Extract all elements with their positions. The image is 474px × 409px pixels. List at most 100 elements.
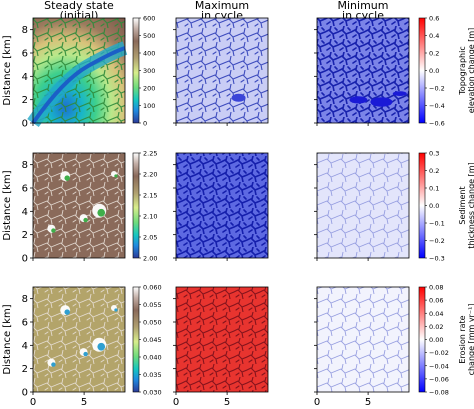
strong-lowering-patch — [370, 97, 393, 107]
colorbar-tick-label: 0 — [143, 120, 147, 128]
colorbar-tick-label: 2.10 — [143, 213, 157, 221]
panel-frame — [32, 286, 126, 393]
drainage-network-texture — [176, 287, 268, 392]
panel-frame — [175, 152, 269, 259]
drainage-network-texture — [317, 18, 409, 123]
colorbar-tick-label: −0.06 — [429, 375, 449, 383]
colorbar-tick-label: 0.040 — [143, 354, 162, 362]
x-tick-label: 5 — [365, 397, 371, 408]
colorbar-gradient — [418, 152, 426, 259]
colorbar-tick-label: −0.08 — [429, 389, 449, 397]
x-tick-label: 0 — [314, 397, 320, 408]
column-title-line1: Steady state — [44, 0, 114, 12]
colorbar-tick-label: −0.1 — [429, 220, 445, 228]
lowering-patch — [231, 93, 246, 102]
colorbar-tick-label: 0.02 — [429, 323, 443, 331]
colorbar-tick-label: 0.6 — [429, 15, 439, 23]
colorbar-tick-label: 0.06 — [429, 297, 443, 305]
y-axis-label: Distance [km] — [2, 170, 13, 240]
colorbar-tick-label: −0.2 — [429, 85, 445, 93]
colorbar-tick-label: 0.0 — [429, 67, 439, 75]
colorbar-label-line2: elevation change [m] — [467, 28, 474, 114]
heatmap-panel-r0-c2 — [314, 17, 410, 126]
colorbar-gradient — [132, 286, 140, 393]
colorbar-label-line2: thickness change [m] — [467, 162, 474, 248]
sediment-patch-core — [114, 308, 118, 312]
column-title-line1: Maximum — [195, 0, 249, 12]
colorbar-tick-label: 0.2 — [429, 167, 439, 175]
colorbar-tick-label: 2.20 — [143, 171, 157, 179]
y-tick-label: 2 — [22, 364, 28, 375]
colorbar-tick-label: −0.6 — [429, 120, 445, 128]
colorbar-tick-label: 500 — [143, 32, 155, 40]
colorbar-label-line2: change [mm yr⁻¹] — [467, 304, 474, 376]
colorbar-tick-label: 0.045 — [143, 336, 162, 344]
sediment-patch-core — [83, 351, 88, 357]
colorbar-tick-label: 0.1 — [429, 185, 439, 193]
colorbar-tick-label: −0.02 — [429, 349, 449, 357]
y-tick-label: 4 — [22, 72, 28, 83]
colorbar-tick-label: −0.3 — [429, 255, 445, 263]
colorbar-tick-label: 0.055 — [143, 301, 162, 309]
drainage-network-texture — [317, 153, 409, 258]
y-axis-label: Distance [km] — [2, 304, 13, 374]
sediment-patch-core — [97, 342, 106, 351]
heatmap-panel-r1-c2 — [314, 152, 410, 261]
sediment-patch-core — [64, 309, 70, 315]
colorbar-r2-c0: 0.060 0.055 0.050 0.045 0.040 0.035 0.030 — [132, 284, 162, 397]
colorbar-tick-label: 0.08 — [429, 284, 443, 292]
panel-frame — [316, 152, 410, 259]
panel-frame — [175, 17, 269, 124]
drainage-network-texture — [317, 287, 409, 392]
colorbar-tick-label: 0.00 — [429, 336, 443, 344]
y-tick-label: 0 — [22, 254, 28, 265]
colorbar-tick-label: 0.0 — [429, 202, 439, 210]
x-tick-label: 5 — [224, 397, 230, 408]
strong-lowering-patch — [349, 96, 368, 104]
colorbar-gradient — [418, 17, 426, 124]
y-tick-label: 8 — [22, 25, 28, 36]
colorbar-tick-label: 2.05 — [143, 234, 157, 242]
colorbar-tick-label: 2.00 — [143, 255, 157, 263]
y-tick-label: 6 — [22, 318, 28, 329]
drainage-network-texture — [33, 287, 125, 392]
panel-frame — [175, 286, 269, 393]
colorbar-tick-label: 0.3 — [429, 150, 439, 158]
drainage-network-texture — [176, 18, 268, 123]
heatmap-panel-r1-c1 — [173, 152, 269, 261]
y-tick-label: 0 — [22, 119, 28, 130]
colorbar-gradient — [132, 17, 140, 124]
colorbar-r0-c0: 0 100 200 300 400 500 600 — [132, 15, 155, 128]
panel-frame — [32, 17, 126, 124]
colorbar-tick-label: 100 — [143, 102, 155, 110]
heatmap-panel-r0-c0: 0 2 4 6 8 Distance [km] — [2, 17, 128, 130]
colorbar-r1-c2: 0.3 0.2 0.1 0.0 −0.1 −0.2 −0.3 Sedimentthicknes… — [418, 150, 474, 263]
drainage-network-texture — [176, 153, 268, 258]
sediment-patch-core — [97, 208, 106, 217]
colorbar-tick-label: 200 — [143, 85, 155, 93]
colorbar-tick-label: 400 — [143, 50, 155, 58]
colorbar-tick-label: −0.4 — [429, 102, 445, 110]
y-tick-label: 6 — [22, 184, 28, 195]
x-tick-label: 0 — [30, 397, 36, 408]
colorbar-tick-label: 0.04 — [429, 310, 443, 318]
y-tick-label: 8 — [22, 160, 28, 171]
y-tick-label: 2 — [22, 95, 28, 106]
colorbar-tick-label: 2.25 — [143, 150, 157, 158]
x-tick-label: 0 — [173, 397, 179, 408]
column-title-line1: Minimum — [338, 0, 389, 12]
colorbar-tick-label: 0.2 — [429, 50, 439, 58]
sediment-patch-core — [83, 217, 88, 223]
colorbar-tick-label: −0.2 — [429, 237, 445, 245]
colorbar-tick-label: 0.030 — [143, 389, 162, 397]
colorbar-tick-label: 0.060 — [143, 284, 162, 292]
panel-frame — [32, 152, 126, 259]
colorbar-r2-c2: 0.08 0.06 0.04 0.02 0.00 −0.02 −0.04 −0.06 −0.08… — [418, 284, 474, 397]
sediment-patch-core — [114, 174, 118, 178]
x-tick-label: 5 — [81, 397, 87, 408]
panel-frame — [316, 286, 410, 393]
